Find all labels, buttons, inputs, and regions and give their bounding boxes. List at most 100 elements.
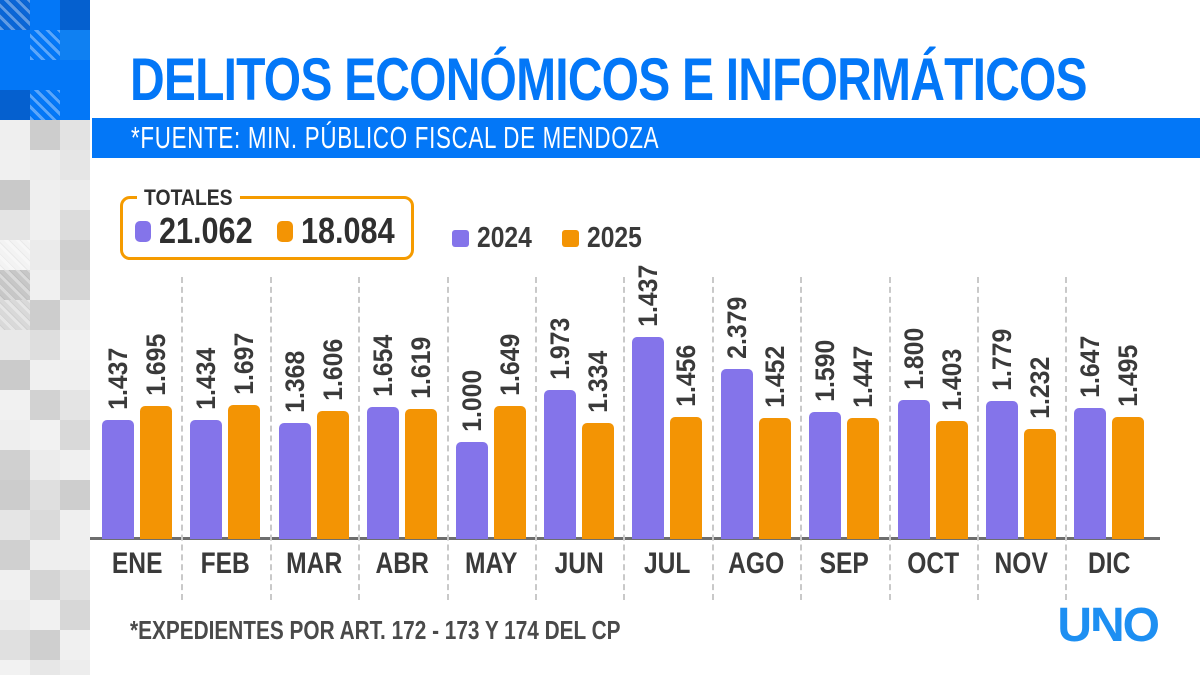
mosaic-tile	[60, 330, 90, 360]
bar-2025	[1024, 429, 1056, 539]
mosaic-tile	[60, 0, 90, 30]
total-2025-value: 18.084	[300, 210, 395, 251]
value-label-2024: 1.590	[810, 340, 841, 403]
bar-2025	[1112, 417, 1145, 539]
source-text: *FUENTE: MIN. PÚBLICO FISCAL DE MENDOZA	[131, 120, 660, 155]
bar-2025	[670, 417, 703, 539]
bar-2024	[720, 369, 753, 539]
bar-2025	[405, 409, 438, 539]
mosaic-tile	[0, 30, 30, 60]
mosaic-tile	[30, 90, 60, 120]
mosaic-tile	[0, 480, 30, 510]
month-separator-dash	[181, 277, 184, 600]
bar-2024	[1074, 408, 1107, 539]
mosaic-tile	[30, 180, 60, 210]
mosaic-tile	[30, 30, 60, 60]
mosaic-tile	[60, 360, 90, 390]
bar-2024	[278, 423, 311, 539]
month-group: 1.590 1.447 SEP	[800, 0, 888, 675]
bar-2024	[455, 442, 488, 539]
mosaic-tile	[30, 360, 60, 390]
mosaic-tile	[30, 60, 60, 90]
month-label: FEB	[200, 547, 251, 580]
value-label-2024: 1.800	[898, 328, 929, 391]
month-separator-dash	[1065, 277, 1068, 600]
mosaic-tile	[60, 630, 90, 660]
mosaic-tile	[30, 0, 60, 30]
value-label-2025: 1.447	[848, 346, 879, 409]
mosaic-tile	[30, 600, 60, 630]
mosaic-tile	[0, 360, 30, 390]
bar-2025	[758, 418, 791, 539]
mosaic-tile	[30, 540, 60, 570]
bar-2024	[809, 412, 842, 539]
footnote: *EXPEDIENTES POR ART. 172 - 173 Y 174 DE…	[130, 615, 621, 645]
mosaic-tile	[0, 180, 30, 210]
month-label: DIC	[1088, 547, 1131, 580]
mosaic-tile	[0, 330, 30, 360]
legend-item-2025: 2025	[561, 222, 652, 254]
month-group: 1.779 1.232 NOV	[977, 0, 1065, 675]
mosaic-tile	[0, 450, 30, 480]
bar-2025	[582, 423, 614, 539]
mosaic-tile	[60, 480, 90, 510]
value-label-2025: 1.403	[936, 349, 967, 412]
mosaic-tile	[60, 270, 90, 300]
mosaic-tile	[0, 390, 30, 420]
decor-mosaic-strip	[0, 0, 90, 675]
mosaic-tile	[0, 270, 30, 300]
bar-2024	[897, 400, 930, 539]
value-label-2025: 1.606	[317, 339, 348, 402]
value-label-2024: 1.647	[1075, 336, 1106, 399]
value-label-2024: 2.379	[721, 297, 752, 360]
bar-2025	[493, 406, 526, 539]
mosaic-tile	[0, 420, 30, 450]
mosaic-tile	[60, 390, 90, 420]
mosaic-tile	[30, 480, 60, 510]
total-2024-swatch	[135, 220, 151, 242]
month-label: MAR	[285, 547, 343, 580]
legend-2024-label: 2024	[477, 222, 532, 254]
month-group: 2.379 1.452 AGO	[712, 0, 800, 675]
mosaic-tile	[0, 540, 30, 570]
mosaic-tile	[0, 570, 30, 600]
month-separator-dash	[711, 277, 714, 600]
mosaic-tile	[30, 420, 60, 450]
legend-item-2024: 2024	[452, 224, 542, 253]
value-label-2025: 1.456	[671, 345, 702, 408]
mosaic-tile	[0, 660, 30, 675]
mosaic-tile	[30, 120, 60, 150]
month-group: 1.368 1.606 MAR	[270, 0, 358, 675]
value-label-2024: 1.779	[987, 329, 1017, 392]
bar-2025	[228, 405, 261, 539]
uno-logo: UNO	[1057, 602, 1160, 650]
legend-2025-label: 2025	[586, 222, 642, 254]
mosaic-tile	[60, 570, 90, 600]
month-separator-dash	[623, 277, 626, 600]
mosaic-tile	[60, 300, 90, 330]
month-group: 1.800 1.403 OCT	[889, 0, 977, 675]
legend-2024-swatch	[452, 230, 469, 247]
month-separator-dash	[269, 277, 272, 600]
mosaic-tile	[60, 510, 90, 540]
totals-box: TOTALES 21.062 18.084	[120, 185, 414, 260]
month-label: ABR	[375, 547, 430, 580]
mosaic-tile	[60, 30, 90, 60]
mosaic-tile	[60, 180, 90, 210]
mosaic-tile	[0, 210, 30, 240]
value-label-2025: 1.334	[583, 351, 613, 414]
mosaic-tile	[60, 90, 90, 120]
value-label-2025: 1.649	[494, 334, 525, 397]
bar-2024	[632, 337, 665, 539]
mosaic-tile	[60, 420, 90, 450]
bar-2025	[140, 406, 172, 539]
chart-legend: 2024 2025	[452, 224, 661, 253]
month-group: 1.437 1.695 ENE	[93, 0, 181, 675]
value-label-2025: 1.695	[141, 334, 171, 397]
mosaic-tile	[0, 510, 30, 540]
month-separator-dash	[446, 277, 449, 600]
mosaic-tile	[60, 120, 90, 150]
legend-2025-swatch	[561, 230, 579, 247]
value-label-2024: 1.437	[103, 348, 133, 411]
